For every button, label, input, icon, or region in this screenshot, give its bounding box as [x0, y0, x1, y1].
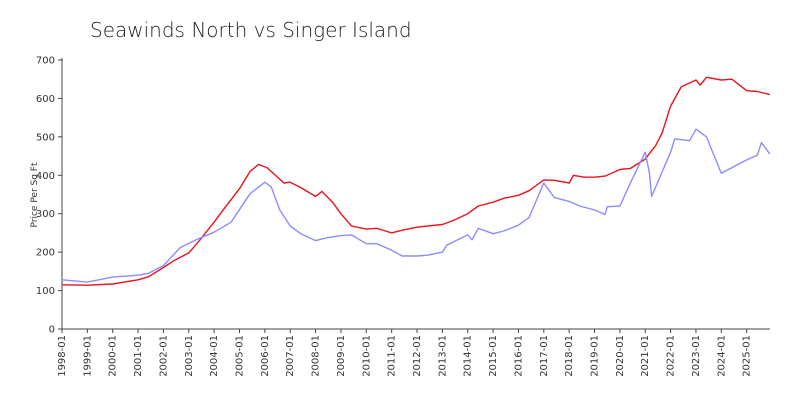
- x-tick-label: 1999-01: [82, 335, 93, 377]
- y-tick-label: 0: [49, 325, 55, 336]
- x-tick-label: 2001-01: [133, 335, 144, 377]
- x-tick-label: 1998-01: [57, 335, 68, 377]
- x-tick-label: 2013-01: [437, 335, 448, 377]
- y-tick-label: 300: [36, 209, 55, 220]
- x-tick-label: 2025-01: [742, 335, 753, 377]
- x-tick-label: 2007-01: [285, 335, 296, 377]
- y-tick-label: 700: [36, 56, 55, 67]
- x-tick-label: 2000-01: [108, 335, 119, 377]
- series-group: [61, 76, 771, 286]
- x-tick-label: 2022-01: [666, 335, 677, 377]
- x-tick-label: 2012-01: [412, 335, 423, 377]
- x-tick-label: 2011-01: [387, 335, 398, 377]
- x-tick-label: 2021-01: [640, 335, 651, 377]
- y-tick-label: 500: [36, 132, 55, 143]
- y-axis-label: Price Per Sq Ft: [30, 162, 40, 227]
- x-tick-label: 2016-01: [513, 335, 524, 377]
- y-tick-label: 400: [36, 171, 55, 182]
- x-tick-label: 2005-01: [235, 335, 246, 377]
- y-tick-label: 100: [36, 286, 55, 297]
- x-tick-label: 2010-01: [361, 335, 372, 377]
- x-tick-label: 2024-01: [716, 335, 727, 377]
- y-tick-label: 600: [36, 94, 55, 105]
- x-tick-label: 2023-01: [691, 335, 702, 377]
- x-tick-label: 2008-01: [311, 335, 322, 377]
- y-tick-label: 200: [36, 248, 55, 259]
- x-tick-labels: 1998-01 1999-01 2000-01 2001-01 2002-01 2003-…: [57, 335, 753, 377]
- chart-title: Seawinds North vs Singer Island: [90, 18, 412, 42]
- x-tick-label: 2020-01: [615, 335, 626, 377]
- series-line-blue: [61, 128, 771, 283]
- x-tick-label: 2006-01: [260, 335, 271, 377]
- axes: [58, 58, 770, 333]
- series-line-red: [61, 76, 771, 286]
- x-tick-label: 2018-01: [564, 335, 575, 377]
- x-tick-label: 2019-01: [590, 335, 601, 377]
- x-tick-label: 2004-01: [209, 335, 220, 377]
- x-tick-label: 2009-01: [336, 335, 347, 377]
- x-tick-label: 2014-01: [463, 335, 474, 377]
- x-tick-label: 2002-01: [158, 335, 169, 377]
- x-tick-label: 2017-01: [539, 335, 550, 377]
- y-tick-labels: 0 100 200 300 400 500 600 700: [36, 56, 55, 336]
- x-tick-label: 2015-01: [488, 335, 499, 377]
- x-tick-label: 2003-01: [184, 335, 195, 377]
